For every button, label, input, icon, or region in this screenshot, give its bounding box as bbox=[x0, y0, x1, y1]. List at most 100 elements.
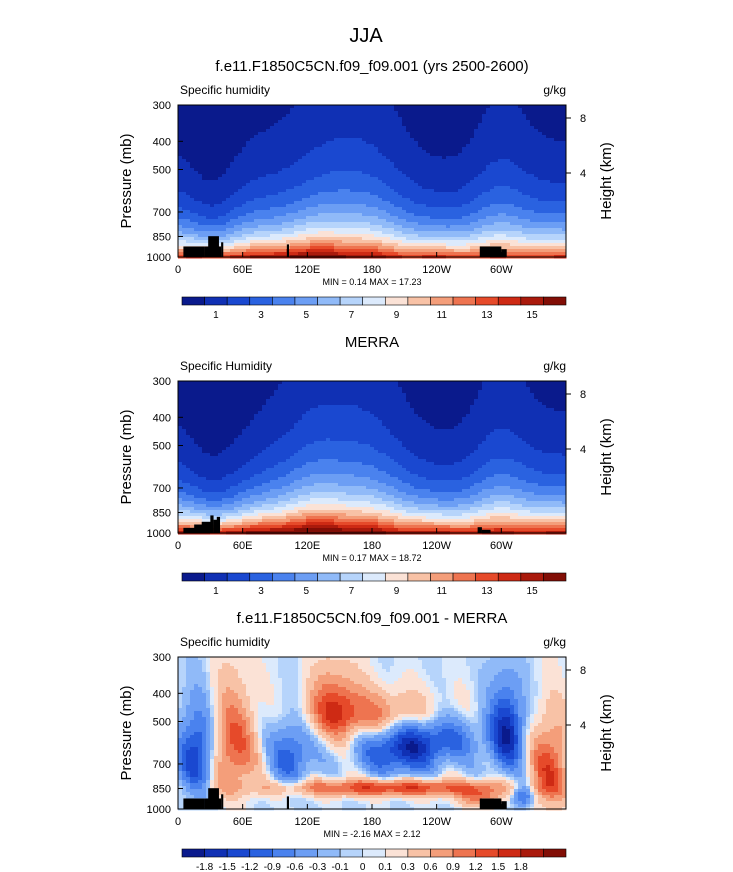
field-cell bbox=[306, 177, 311, 181]
field-cell bbox=[250, 195, 255, 199]
field-cell bbox=[298, 228, 303, 232]
field-cell bbox=[214, 141, 219, 145]
field-cell bbox=[466, 195, 471, 199]
field-cell bbox=[250, 201, 255, 205]
field-cell bbox=[358, 192, 363, 196]
field-cell bbox=[518, 165, 523, 169]
field-cell bbox=[258, 198, 263, 202]
field-cell bbox=[342, 177, 347, 181]
field-cell bbox=[266, 171, 271, 175]
field-cell bbox=[534, 228, 539, 232]
field-cell bbox=[514, 165, 519, 169]
field-cell bbox=[410, 150, 415, 154]
field-cell bbox=[378, 234, 383, 238]
field-cell bbox=[542, 186, 547, 190]
field-cell bbox=[206, 117, 211, 121]
field-cell bbox=[234, 240, 239, 244]
field-cell bbox=[534, 249, 539, 253]
field-cell bbox=[302, 129, 307, 133]
field-cell bbox=[262, 183, 267, 187]
field-cell bbox=[258, 135, 263, 139]
field-cell bbox=[338, 198, 343, 202]
field-cell bbox=[546, 126, 551, 130]
field-cell bbox=[550, 150, 555, 154]
field-cell bbox=[226, 207, 231, 211]
field-cell bbox=[230, 225, 235, 229]
field-cell bbox=[330, 117, 335, 121]
field-cell bbox=[518, 234, 523, 238]
field-cell bbox=[454, 117, 459, 121]
field-cell bbox=[498, 156, 503, 160]
field-cell bbox=[202, 123, 207, 127]
field-cell bbox=[210, 162, 215, 166]
field-cell bbox=[222, 246, 227, 250]
field-cell bbox=[346, 159, 351, 163]
field-cell bbox=[366, 123, 371, 127]
field-cell bbox=[346, 210, 351, 214]
field-cell bbox=[402, 168, 407, 172]
field-cell bbox=[214, 219, 219, 223]
field-cell bbox=[494, 210, 499, 214]
field-cell bbox=[394, 210, 399, 214]
field-cell bbox=[378, 240, 383, 244]
field-cell bbox=[294, 159, 299, 163]
field-cell bbox=[394, 174, 399, 178]
field-cell bbox=[410, 123, 415, 127]
variable-label: Specific humidity bbox=[180, 83, 270, 97]
field-cell bbox=[486, 159, 491, 163]
field-cell bbox=[506, 225, 511, 229]
field-cell bbox=[442, 126, 447, 130]
field-cell bbox=[462, 105, 467, 109]
field-cell bbox=[294, 201, 299, 205]
field-cell bbox=[562, 153, 567, 157]
field-cell bbox=[486, 237, 491, 241]
field-cell bbox=[206, 222, 211, 226]
field-cell bbox=[274, 237, 279, 241]
field-cell bbox=[218, 240, 223, 244]
field-cell bbox=[502, 192, 507, 196]
field-cell bbox=[194, 147, 199, 151]
field-cell bbox=[270, 162, 275, 166]
field-cell bbox=[210, 168, 215, 172]
field-cell bbox=[522, 126, 527, 130]
field-cell bbox=[426, 156, 431, 160]
field-cell bbox=[290, 180, 295, 184]
field-cell bbox=[274, 210, 279, 214]
field-cell bbox=[242, 132, 247, 136]
field-cell bbox=[458, 243, 463, 247]
field-cell bbox=[338, 183, 343, 187]
field-cell bbox=[454, 240, 459, 244]
field-cell bbox=[554, 249, 559, 253]
field-cell bbox=[526, 231, 531, 235]
field-cell bbox=[410, 240, 415, 244]
field-cell bbox=[386, 228, 391, 232]
field-cell bbox=[246, 234, 251, 238]
field-cell bbox=[442, 222, 447, 226]
field-cell bbox=[422, 246, 427, 250]
field-cell bbox=[234, 162, 239, 166]
field-cell bbox=[206, 126, 211, 130]
field-cell bbox=[518, 249, 523, 253]
field-cell bbox=[434, 186, 439, 190]
field-cell bbox=[554, 129, 559, 133]
field-cell bbox=[562, 240, 567, 244]
field-cell bbox=[398, 111, 403, 115]
field-cell bbox=[458, 252, 463, 256]
field-cell bbox=[462, 246, 467, 250]
field-cell bbox=[538, 129, 543, 133]
field-cell bbox=[542, 192, 547, 196]
field-cell bbox=[202, 237, 207, 241]
field-cell bbox=[426, 246, 431, 250]
field-cell bbox=[390, 162, 395, 166]
field-cell bbox=[278, 126, 283, 130]
field-cell bbox=[546, 105, 551, 109]
field-cell bbox=[358, 126, 363, 130]
field-cell bbox=[386, 159, 391, 163]
field-cell bbox=[234, 135, 239, 139]
field-cell bbox=[274, 234, 279, 238]
field-cell bbox=[318, 171, 323, 175]
field-cell bbox=[374, 129, 379, 133]
field-cell bbox=[330, 252, 335, 256]
field-cell bbox=[294, 165, 299, 169]
field-cell bbox=[210, 150, 215, 154]
